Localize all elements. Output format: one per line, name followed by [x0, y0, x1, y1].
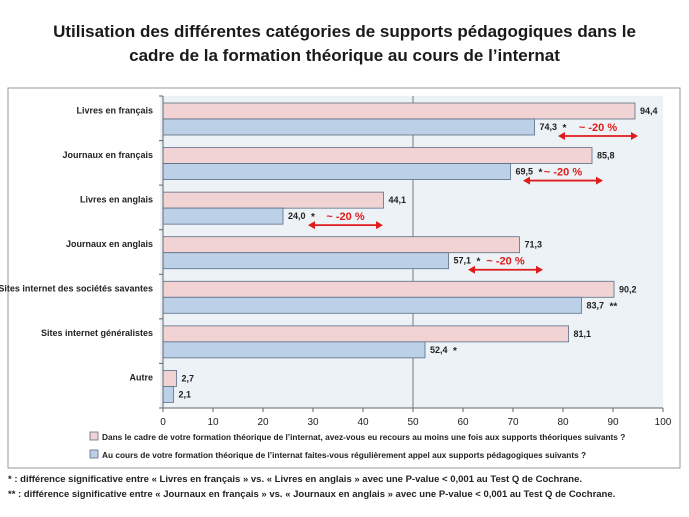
arrow-head-left	[468, 265, 475, 274]
footnotes: * : différence significative entre « Liv…	[8, 472, 615, 502]
bar-series-1	[162, 370, 177, 387]
difference-annotation: ~ -20 %	[326, 211, 364, 223]
bar-series-1	[162, 102, 636, 120]
x-tick-label: 50	[407, 417, 419, 428]
legend-label-series-1: Dans le cadre de votre formation théoriq…	[102, 432, 625, 442]
footnote-double-star: ** : différence significative entre « Jo…	[8, 489, 616, 500]
bar-series-2	[162, 341, 426, 359]
bar-series-2	[162, 118, 535, 136]
data-label: 81,1	[574, 329, 592, 339]
x-tick-label: 20	[257, 417, 269, 428]
bar-series-1	[162, 236, 520, 254]
data-label: 24,0	[288, 211, 306, 221]
x-tick-label: 30	[307, 417, 319, 428]
arrow-head-left	[558, 132, 565, 140]
difference-annotation: ~ -20 %	[579, 122, 617, 134]
legend-swatch-series-1	[89, 431, 99, 441]
data-label: 85,8	[597, 151, 615, 161]
difference-annotation: ~ -20 %	[544, 167, 582, 179]
data-label: 2,7	[182, 373, 195, 383]
arrow-head-right	[376, 221, 383, 230]
category-label: Livres en français	[76, 105, 153, 115]
x-tick-label: 60	[457, 417, 469, 428]
significance-marker: **	[610, 301, 618, 312]
category-label: Sites internet généralistes	[41, 328, 153, 338]
data-label: 57,1	[454, 256, 472, 266]
data-label: 52,4	[430, 345, 448, 355]
data-label: 71,3	[525, 240, 543, 250]
x-tick-label: 100	[655, 417, 672, 428]
bar-series-1	[162, 325, 569, 343]
bar-series-2	[162, 163, 511, 180]
significance-marker: *	[539, 168, 543, 179]
significance-marker: *	[477, 257, 481, 268]
chart-title: Utilisation des différentes catégories d…	[20, 20, 669, 68]
data-label: 44,1	[389, 195, 407, 205]
bar-series-2	[162, 296, 582, 314]
arrow-head-left	[308, 221, 315, 230]
category-label: Livres en anglais	[80, 194, 153, 204]
arrow-head-left	[523, 176, 530, 185]
footnote-single-star: * : différence significative entre « Liv…	[8, 474, 583, 485]
arrow-head-right	[536, 265, 543, 274]
bar-series-1	[162, 191, 384, 209]
bar-series-1	[162, 147, 593, 164]
arrow-head-right	[596, 176, 603, 185]
chart-title-line-1: Utilisation des différentes catégories d…	[53, 22, 636, 41]
data-label: 94,4	[640, 106, 658, 116]
bar-series-2	[162, 252, 449, 270]
x-tick-label: 80	[557, 417, 569, 428]
bar-series-2	[162, 207, 284, 225]
chart-title-line-2: cadre de la formation théorique au cours…	[129, 46, 560, 65]
data-label: 69,5	[516, 167, 534, 177]
category-label: Sites internet des sociétés savantes	[0, 284, 153, 294]
data-label: 90,2	[619, 284, 637, 294]
x-tick-label: 10	[207, 417, 219, 428]
data-label: 2,1	[179, 389, 192, 399]
x-tick-label: 90	[607, 417, 619, 428]
category-label: Autre	[129, 373, 153, 383]
bar-series-2	[162, 386, 174, 403]
bar-chart: 94,4 74,3 * 85,8 69,5 * 44,1 24,0 * 71,3 57,1 * 90,2…	[0, 87, 681, 469]
arrow-head-right	[631, 132, 638, 140]
significance-marker: *	[563, 123, 567, 134]
legend-label-series-2: Au cours de votre formation théorique de…	[102, 450, 586, 460]
x-tick-label: 40	[357, 417, 369, 428]
legend-swatch-series-2	[89, 449, 99, 459]
category-label: Journaux en français	[62, 150, 153, 160]
bar-series-1	[162, 280, 615, 298]
category-label: Journaux en anglais	[66, 239, 153, 249]
data-label: 83,7	[587, 300, 605, 310]
data-label: 74,3	[540, 122, 558, 132]
significance-marker: *	[311, 212, 315, 223]
significance-marker: *	[453, 346, 457, 357]
x-tick-label: 70	[507, 417, 519, 428]
x-tick-label: 0	[160, 417, 166, 428]
difference-annotation: ~ -20 %	[486, 256, 524, 268]
